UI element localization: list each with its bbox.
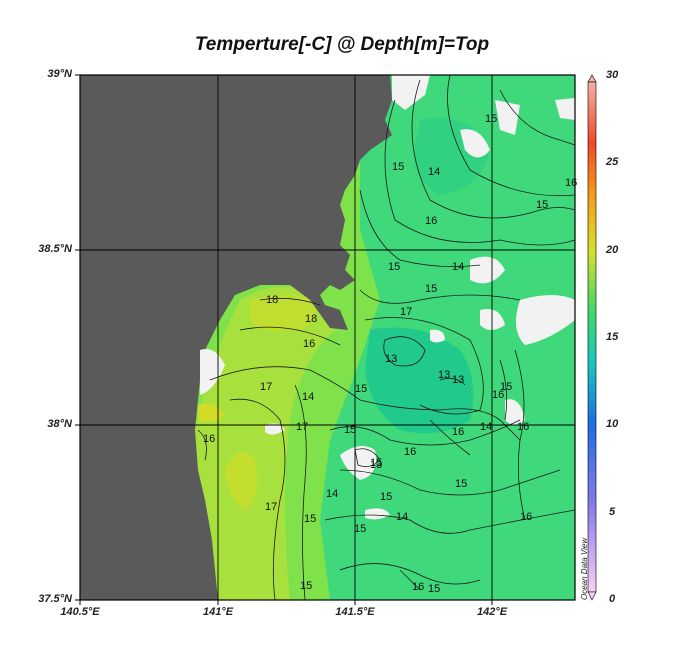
colorbar-label-25: 25	[606, 156, 619, 168]
lat-label-37-5n: 37.5°N	[38, 593, 72, 605]
contour-label: 16	[492, 389, 504, 401]
ocean-data-view-watermark: Ocean Data View	[580, 537, 589, 600]
contour-label: 16	[303, 338, 315, 350]
lat-label-38-5n: 38.5°N	[38, 243, 72, 255]
contour-label: 17	[400, 306, 412, 318]
lon-label-141-5e: 141.5°E	[335, 606, 375, 618]
contour-label: 16	[565, 177, 577, 189]
contour-label: 15	[455, 478, 467, 490]
warm-water-core	[250, 295, 316, 332]
cold-water-patch	[365, 327, 474, 434]
contour-label: 15	[370, 457, 382, 469]
colorbar-scale	[587, 81, 597, 593]
contour-label: 16	[517, 421, 529, 433]
tick-marks	[75, 74, 493, 605]
colorbar-label-15: 15	[606, 331, 619, 343]
contour-label: 14	[480, 421, 492, 433]
contour-label: 16	[520, 511, 532, 523]
contour-label: 13	[370, 459, 382, 471]
contour-label: 13	[452, 374, 464, 386]
contour-label: 15	[428, 583, 440, 595]
contour-label: 16	[452, 426, 464, 438]
contour-label: 15	[425, 283, 437, 295]
contour-label: 16	[404, 446, 416, 458]
graticule	[80, 75, 575, 600]
lat-label-38n: 38°N	[47, 418, 72, 430]
lon-label-140-5e: 140.5°E	[60, 606, 100, 618]
land-mass	[80, 75, 392, 600]
contour-label: 15	[536, 199, 548, 211]
contour-label: 15	[500, 381, 512, 393]
contour-label: 15	[380, 491, 392, 503]
contour-label: 15	[304, 513, 316, 525]
contour-label: 18	[266, 294, 278, 306]
contour-label: 14	[396, 511, 408, 523]
colorbar-label-10: 10	[606, 418, 619, 430]
contour-label: 14	[428, 166, 440, 178]
map-title: Temperture[-C] @ Depth[m]=Top	[194, 34, 490, 55]
contour-label: 15	[344, 424, 356, 436]
cool-water-zone	[320, 75, 575, 600]
contour-label: 16	[425, 215, 437, 227]
contour-label: 17	[260, 381, 272, 393]
no-data-patches	[200, 75, 575, 520]
warm-water-core	[225, 452, 258, 510]
contour-lines	[197, 75, 575, 600]
lon-label-142e: 142°E	[476, 606, 508, 618]
contour-label: 14	[326, 488, 338, 500]
colorbar	[587, 74, 597, 601]
colorbar-label-5: 5	[609, 506, 616, 518]
lon-label-141e: 141°E	[202, 606, 234, 618]
colorbar-label-30: 30	[606, 69, 619, 81]
warm-water-zone	[195, 286, 335, 600]
contour-label: 18	[305, 313, 317, 325]
contour-label: 16	[203, 433, 215, 445]
contour-label: 15	[354, 523, 366, 535]
contour-label: 15	[300, 580, 312, 592]
contour-label: 14	[302, 391, 314, 403]
contour-label: 15	[388, 261, 400, 273]
lat-label-39n: 39°N	[47, 68, 72, 80]
contour-label: 15	[485, 113, 497, 125]
contour-label: 17	[296, 421, 308, 433]
colorbar-label-0: 0	[609, 593, 616, 605]
contour-label: 13	[385, 353, 397, 365]
contour-label: 16	[412, 581, 424, 593]
colorbar-label-20: 20	[606, 244, 619, 256]
contour-label: 14	[452, 261, 464, 273]
contour-label: 17	[265, 501, 277, 513]
contour-label: 15	[392, 161, 404, 173]
contour-label: 13	[438, 369, 450, 381]
map-border	[79, 74, 576, 601]
contour-label: 15	[355, 383, 367, 395]
